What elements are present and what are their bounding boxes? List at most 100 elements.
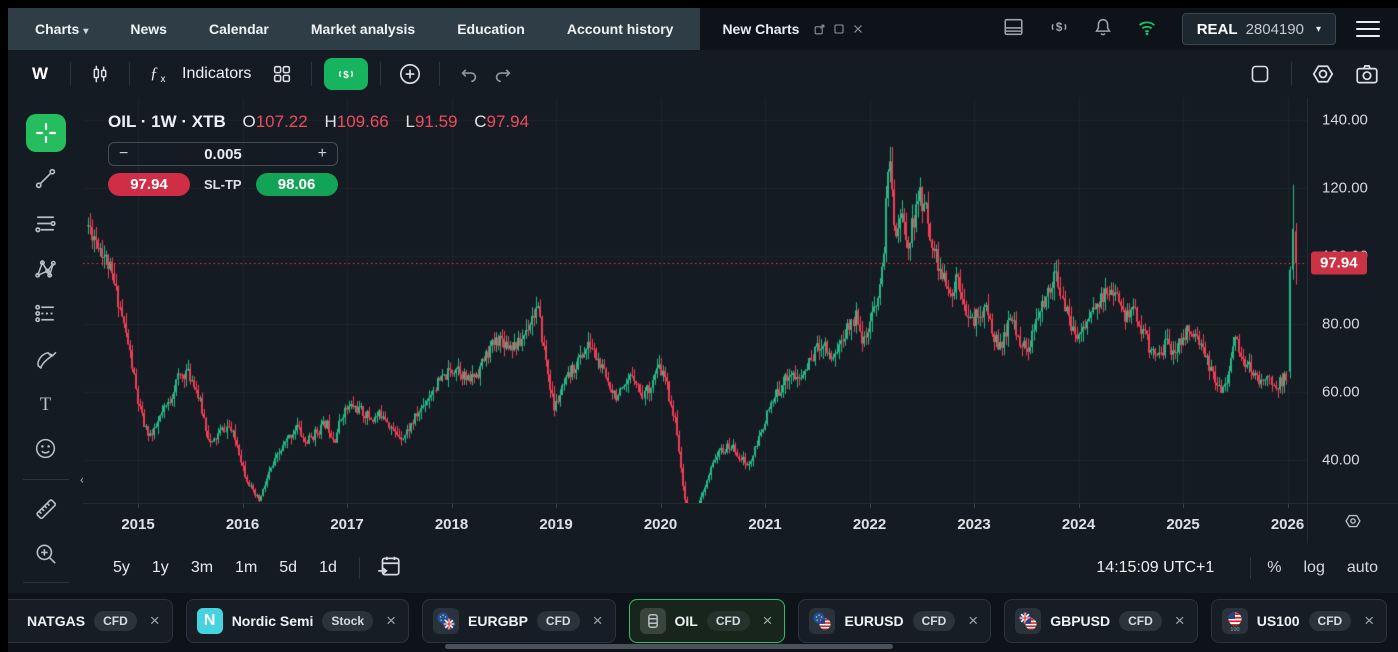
workspace-layout-icon[interactable] xyxy=(1001,16,1026,43)
time-axis[interactable]: 2015 2016 2017 2018 2019 2020 2021 2022 2023 2024… xyxy=(83,503,1307,543)
top-bar: Charts ▾ News Calendar Market analysis Ed… xyxy=(8,8,1398,50)
auto-scale-button[interactable]: auto xyxy=(1346,559,1378,576)
add-order-icon[interactable] xyxy=(393,57,427,91)
volume-decrease-button[interactable]: − xyxy=(119,145,129,162)
range-5d-button[interactable]: 5d xyxy=(279,559,298,576)
instrument-tab-us100[interactable]: 100 US100 CFD × xyxy=(1210,599,1388,643)
buy-button[interactable]: 98.06 xyxy=(255,173,338,196)
menu-market-analysis[interactable]: Market analysis xyxy=(310,21,416,37)
menu-account-history[interactable]: Account history xyxy=(566,21,674,37)
range-1d-button[interactable]: 1d xyxy=(319,559,337,576)
log-scale-button[interactable]: log xyxy=(1303,559,1325,576)
x-axis-tick xyxy=(1288,504,1289,508)
undo-icon[interactable] xyxy=(452,57,486,91)
chart-type-candles-icon[interactable] xyxy=(83,57,117,91)
price-alert-icon[interactable]: $ xyxy=(1046,16,1072,43)
collapse-sidebar-icon[interactable]: ‹ xyxy=(80,471,85,487)
ohlc-low: 91.59 xyxy=(414,112,458,131)
tool-horizontal-lines-button[interactable] xyxy=(26,204,66,242)
menu-education[interactable]: Education xyxy=(457,21,525,37)
instrument-type-badge: CFD xyxy=(94,611,137,631)
x-axis-label: 2022 xyxy=(852,516,887,533)
us100-sub-label: 100 xyxy=(1230,627,1239,633)
menu-calendar[interactable]: Calendar xyxy=(208,21,269,37)
us-flag-100-icon: 100 xyxy=(1221,608,1248,634)
close-icon[interactable]: × xyxy=(1174,611,1185,630)
tool-xabcd-pattern-button[interactable] xyxy=(26,249,66,287)
chart-settings-gear-icon[interactable] xyxy=(1306,57,1340,91)
tool-brush-button[interactable] xyxy=(26,340,66,378)
instrument-type-badge: CFD xyxy=(706,611,750,631)
instrument-tab-eurusd[interactable]: EURUSD CFD × xyxy=(798,599,992,643)
x-axis-label: 2025 xyxy=(1166,516,1200,533)
notifications-bell-icon[interactable] xyxy=(1092,16,1114,43)
close-icon[interactable]: × xyxy=(762,611,773,630)
y-axis-label: 80.00 xyxy=(1322,315,1360,333)
tool-fib-retracement-button[interactable] xyxy=(26,294,66,332)
tool-text-button[interactable]: T xyxy=(26,385,66,423)
close-icon[interactable]: × xyxy=(386,611,397,630)
instrument-tab-nordic-semi[interactable]: N Nordic Semi Stock × xyxy=(185,599,410,643)
eu-us-flags-icon xyxy=(809,608,836,634)
sell-button[interactable]: 97.94 xyxy=(108,173,190,196)
screenshot-camera-icon[interactable] xyxy=(1350,57,1384,91)
chevron-down-icon: ▾ xyxy=(1315,23,1321,35)
volume-increase-button[interactable]: + xyxy=(317,145,327,162)
x-axis-tick xyxy=(1079,504,1080,508)
close-icon[interactable]: × xyxy=(1364,611,1375,630)
menu-news[interactable]: News xyxy=(130,21,167,37)
range-3m-button[interactable]: 3m xyxy=(190,559,214,576)
svg-text:ƒ: ƒ xyxy=(150,65,158,82)
chart-pane[interactable]: OIL · 1W · XTB O107.22 H109.66 L91.59 C9… xyxy=(83,98,1307,503)
svg-text:$: $ xyxy=(1055,20,1062,34)
percent-scale-button[interactable]: % xyxy=(1267,559,1282,576)
instrument-tab-gbpusd[interactable]: GBPUSD CFD × xyxy=(1004,599,1198,643)
go-to-date-icon[interactable] xyxy=(376,553,402,584)
range-1y-button[interactable]: 1y xyxy=(151,559,169,576)
popout-icon[interactable] xyxy=(813,23,826,36)
instrument-tab-oil-active[interactable]: OIL CFD × xyxy=(628,599,786,643)
instrument-tab-eurgbp[interactable]: EURGBP CFD × xyxy=(422,599,616,643)
redo-icon[interactable] xyxy=(486,57,520,91)
tool-trend-line-button[interactable] xyxy=(26,159,66,197)
maximize-icon[interactable] xyxy=(833,23,845,36)
volume-stepper[interactable]: − 0.005 + xyxy=(108,142,338,166)
tool-zoom-in-button[interactable] xyxy=(26,535,66,573)
axis-settings-icon[interactable] xyxy=(1342,510,1364,537)
main-menu: Charts ▾ News Calendar Market analysis Ed… xyxy=(8,8,701,50)
volume-value[interactable]: 0.005 xyxy=(204,145,242,163)
x-axis-label: 2016 xyxy=(225,516,260,533)
document-tab-new-charts[interactable]: New Charts xyxy=(722,21,864,37)
timeframe-button[interactable]: W xyxy=(32,64,49,83)
close-icon[interactable]: × xyxy=(968,611,979,630)
range-5y-button[interactable]: 5y xyxy=(113,559,130,576)
tool-measure-ruler-button[interactable] xyxy=(26,490,66,528)
close-icon[interactable]: × xyxy=(149,611,160,630)
instrument-tab-natgas[interactable]: NATGAS CFD × xyxy=(8,599,173,643)
tabs-horizontal-scrollbar[interactable] xyxy=(445,644,893,649)
tool-emoji-button[interactable] xyxy=(26,430,66,468)
indicators-button[interactable]: Indicators xyxy=(182,65,252,82)
trading-panel-toggle-button[interactable]: $ xyxy=(324,58,369,90)
fullscreen-icon[interactable] xyxy=(1243,57,1277,91)
templates-grid-icon[interactable] xyxy=(265,57,299,91)
close-tab-icon[interactable] xyxy=(852,23,864,36)
account-type: REAL xyxy=(1196,20,1238,38)
y-axis-label: 40.00 xyxy=(1322,451,1360,469)
x-axis-label: 2018 xyxy=(434,516,469,533)
sltp-button[interactable]: SL-TP xyxy=(204,177,242,192)
hamburger-menu-icon[interactable] xyxy=(1356,16,1380,42)
oil-barrel-icon xyxy=(639,608,666,634)
account-selector[interactable]: REAL 2804190 ▾ xyxy=(1181,13,1336,45)
tool-crosshair-button[interactable] xyxy=(25,114,66,153)
range-1m-button[interactable]: 1m xyxy=(235,559,258,576)
close-icon[interactable]: × xyxy=(592,611,603,630)
x-axis-tick xyxy=(870,504,871,508)
account-number: 2804190 xyxy=(1245,20,1304,38)
instrument-type-badge: CFD xyxy=(912,611,956,631)
menu-charts[interactable]: Charts ▾ xyxy=(35,21,89,37)
y-axis-label: 140.00 xyxy=(1322,111,1368,129)
